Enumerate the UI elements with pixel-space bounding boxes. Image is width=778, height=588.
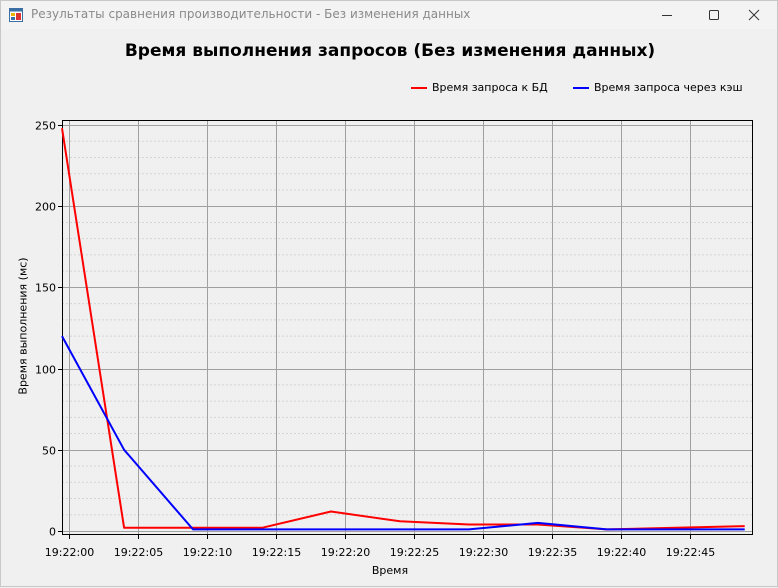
y-tick-label: 100: [35, 364, 56, 377]
x-tick-label: 19:22:25: [390, 546, 439, 559]
x-tick-label: 19:22:45: [666, 546, 715, 559]
app-window-icon: [9, 8, 23, 22]
y-tick-label: 150: [35, 282, 56, 295]
x-tick-label: 19:22:30: [459, 546, 508, 559]
x-tick-label: 19:22:40: [597, 546, 646, 559]
window-title: Результаты сравнения производительности …: [31, 7, 471, 21]
minimize-icon: [662, 15, 672, 16]
minimize-button[interactable]: [644, 1, 690, 29]
series-line-cache: [61, 335, 745, 531]
x-tick-label: 19:22:05: [114, 546, 163, 559]
y-tick-label: 200: [35, 201, 56, 214]
plot-background: [62, 120, 753, 535]
legend-swatch-cache: [573, 87, 589, 89]
title-bar[interactable]: Результаты сравнения производительности …: [1, 1, 777, 29]
maximize-button[interactable]: [691, 1, 737, 29]
y-tick-label: 50: [42, 445, 56, 458]
legend-label-cache: Время запроса через кэш: [594, 81, 743, 94]
y-tick-label: 0: [49, 526, 56, 539]
legend-swatch-db: [411, 87, 427, 89]
x-tick-label: 19:22:35: [528, 546, 577, 559]
x-tick-label: 19:22:00: [45, 546, 94, 559]
legend-label-db: Время запроса к БД: [432, 81, 548, 94]
close-icon: [748, 9, 760, 21]
close-button[interactable]: [731, 1, 777, 29]
x-tick-label: 19:22:20: [321, 546, 370, 559]
x-axis-label: Время: [371, 564, 409, 577]
plot-border: [62, 120, 753, 535]
chart-title: Время выполнения запросов (Без изменения…: [124, 41, 656, 61]
maximize-icon: [709, 10, 719, 20]
y-tick-label: 250: [35, 120, 56, 133]
x-tick-label: 19:22:10: [183, 546, 232, 559]
x-tick-label: 19:22:15: [252, 546, 301, 559]
